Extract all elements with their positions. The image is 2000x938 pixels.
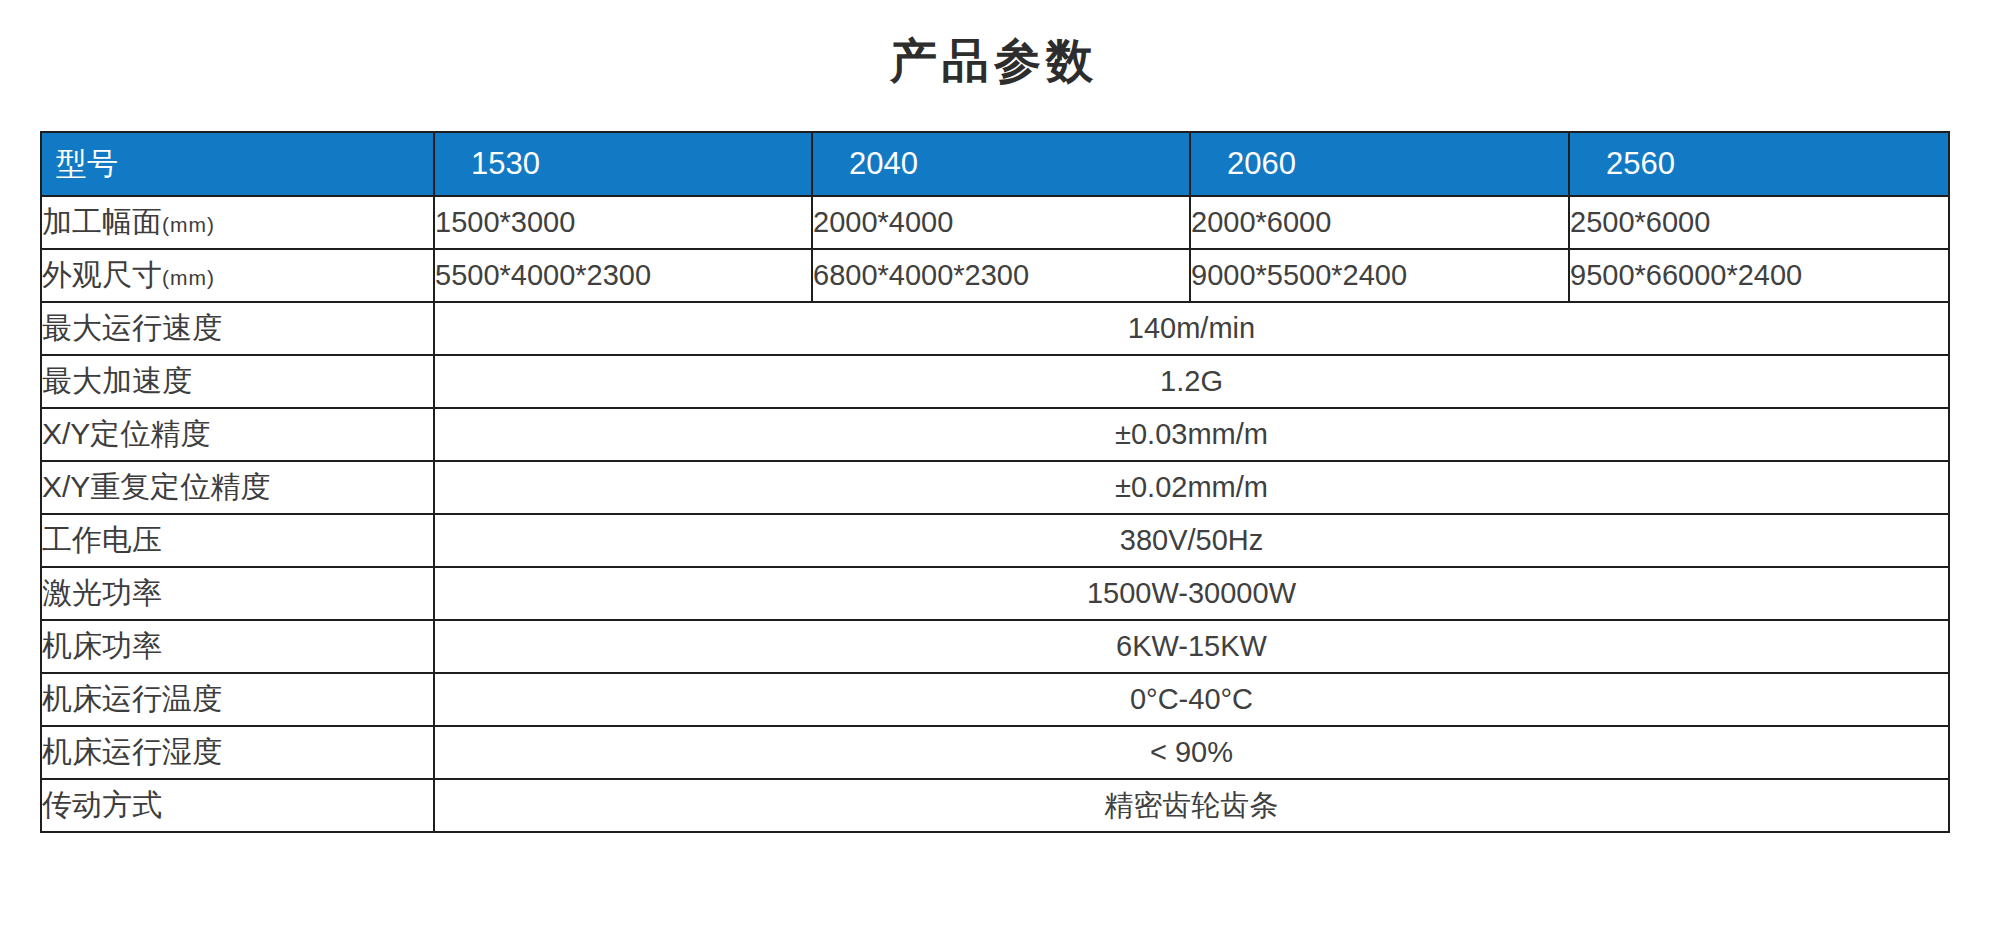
dimensions-value-2060: 9000*5500*2400: [1190, 249, 1569, 302]
table-header-row: 型号 1530 2040 2060 2560: [41, 132, 1949, 196]
table-row-transmission-type: 传动方式 精密齿轮齿条: [41, 779, 1949, 832]
table-row-working-area: 加工幅面(mm) 1500*3000 2000*4000 2000*6000 2…: [41, 196, 1949, 249]
row-label-machine-power: 机床功率: [41, 620, 434, 673]
row-label-unit: (mm): [162, 266, 215, 289]
row-value-laser-power: 1500W-30000W: [434, 567, 1949, 620]
row-value-max-speed: 140m/min: [434, 302, 1949, 355]
row-value-operating-temperature: 0°C-40°C: [434, 673, 1949, 726]
row-label-working-area: 加工幅面(mm): [41, 196, 434, 249]
row-label-max-speed: 最大运行速度: [41, 302, 434, 355]
dimensions-value-1530: 5500*4000*2300: [434, 249, 812, 302]
page-title: 产品参数: [890, 34, 1098, 87]
table-row-repeat-accuracy: X/Y重复定位精度 ±0.02mm/m: [41, 461, 1949, 514]
table-row-overall-dimensions: 外观尺寸(mm) 5500*4000*2300 6800*4000*2300 9…: [41, 249, 1949, 302]
row-value-max-acceleration: 1.2G: [434, 355, 1949, 408]
table-row-operating-humidity: 机床运行湿度 < 90%: [41, 726, 1949, 779]
working-area-value-1530: 1500*3000: [434, 196, 812, 249]
table-row-max-speed: 最大运行速度 140m/min: [41, 302, 1949, 355]
row-value-machine-power: 6KW-15KW: [434, 620, 1949, 673]
page: 产品参数 型号 1530 2040 2060 2560 加工幅面(mm) 150…: [0, 0, 2000, 938]
title-wrap: 产品参数: [40, 30, 1948, 93]
dimensions-value-2040: 6800*4000*2300: [812, 249, 1190, 302]
table-row-positioning-accuracy: X/Y定位精度 ±0.03mm/m: [41, 408, 1949, 461]
model-header-cell-2040: 2040: [812, 132, 1190, 196]
row-label-operating-temperature: 机床运行温度: [41, 673, 434, 726]
row-label-overall-dimensions: 外观尺寸(mm): [41, 249, 434, 302]
working-area-value-2060: 2000*6000: [1190, 196, 1569, 249]
product-spec-table: 型号 1530 2040 2060 2560 加工幅面(mm) 1500*300…: [40, 131, 1950, 833]
row-label-max-acceleration: 最大加速度: [41, 355, 434, 408]
table-row-operating-temperature: 机床运行温度 0°C-40°C: [41, 673, 1949, 726]
working-area-value-2560: 2500*6000: [1569, 196, 1949, 249]
table-row-working-voltage: 工作电压 380V/50Hz: [41, 514, 1949, 567]
model-header-cell-2060: 2060: [1190, 132, 1569, 196]
table-row-machine-power: 机床功率 6KW-15KW: [41, 620, 1949, 673]
row-label-transmission-type: 传动方式: [41, 779, 434, 832]
row-label-working-voltage: 工作电压: [41, 514, 434, 567]
row-value-repeat-accuracy: ±0.02mm/m: [434, 461, 1949, 514]
model-header-label: 型号: [41, 132, 434, 196]
row-label-operating-humidity: 机床运行湿度: [41, 726, 434, 779]
row-label-text: 外观尺寸: [42, 258, 162, 291]
row-label-repeat-accuracy: X/Y重复定位精度: [41, 461, 434, 514]
row-label-unit: (mm): [162, 213, 215, 236]
row-value-working-voltage: 380V/50Hz: [434, 514, 1949, 567]
row-value-operating-humidity: < 90%: [434, 726, 1949, 779]
table-row-max-acceleration: 最大加速度 1.2G: [41, 355, 1949, 408]
row-value-transmission-type: 精密齿轮齿条: [434, 779, 1949, 832]
table-row-laser-power: 激光功率 1500W-30000W: [41, 567, 1949, 620]
row-label-positioning-accuracy: X/Y定位精度: [41, 408, 434, 461]
row-label-text: 加工幅面: [42, 205, 162, 238]
row-label-laser-power: 激光功率: [41, 567, 434, 620]
dimensions-value-2560: 9500*66000*2400: [1569, 249, 1949, 302]
model-header-cell-2560: 2560: [1569, 132, 1949, 196]
row-value-positioning-accuracy: ±0.03mm/m: [434, 408, 1949, 461]
model-header-cell-1530: 1530: [434, 132, 812, 196]
working-area-value-2040: 2000*4000: [812, 196, 1190, 249]
